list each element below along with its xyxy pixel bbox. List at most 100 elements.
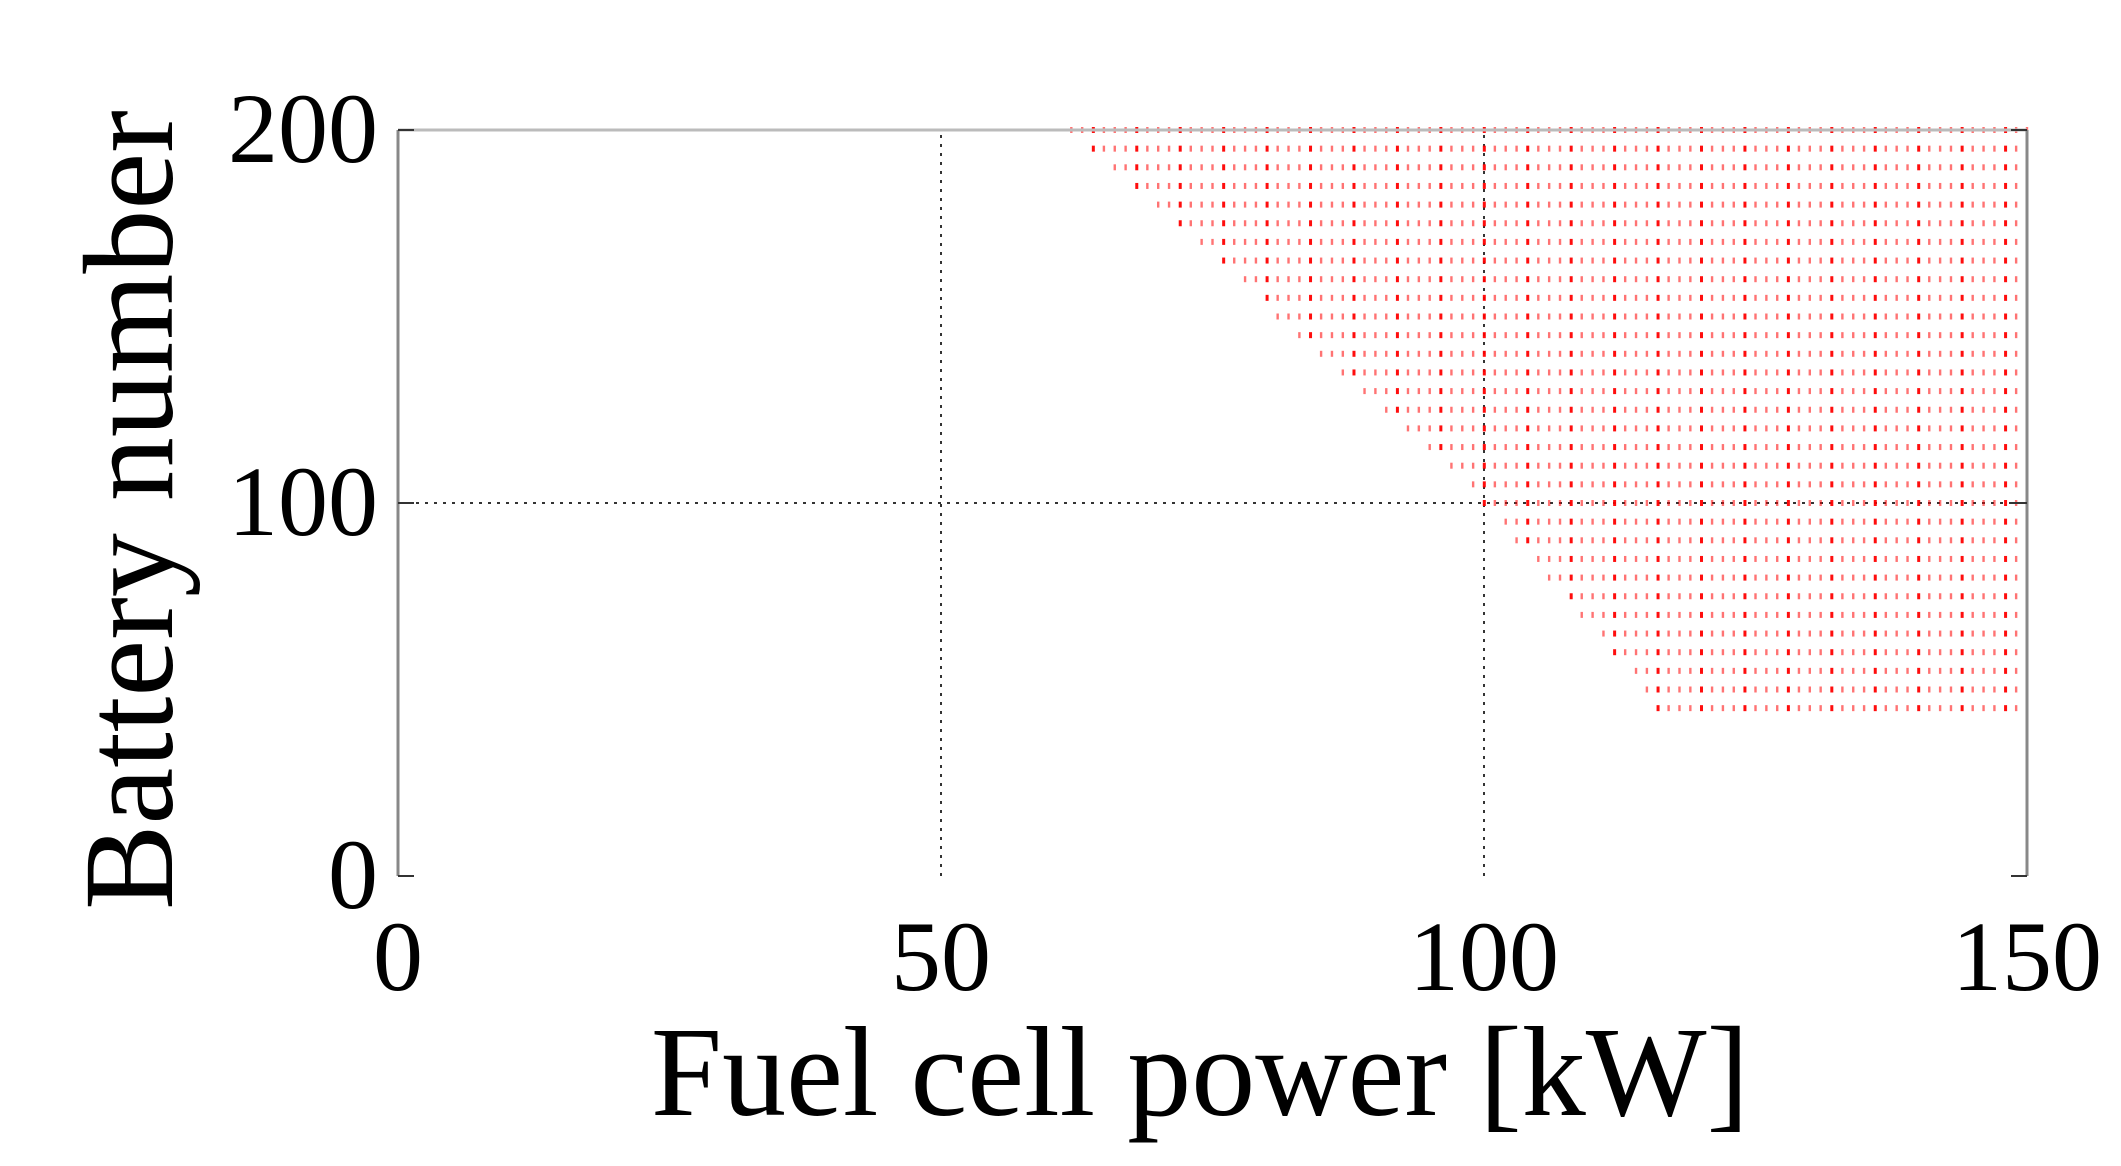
data-point: [1710, 201, 1714, 208]
data-point: [1558, 332, 1562, 339]
data-point: [1754, 201, 1757, 208]
data-point: [1482, 294, 1486, 301]
data-point: [1721, 630, 1725, 637]
data-point: [1786, 705, 1790, 712]
data-point: [1580, 238, 1583, 245]
data-point: [1287, 220, 1290, 227]
data-point: [1700, 705, 1703, 712]
data-point: [1656, 350, 1660, 357]
data-point: [1602, 313, 1605, 320]
data-point: [1776, 201, 1779, 208]
data-point: [1591, 500, 1594, 506]
data-point: [1982, 593, 1985, 600]
data-point: [1515, 537, 1518, 544]
data-point: [1667, 145, 1670, 152]
data-point: [1569, 593, 1573, 600]
data-point: [1808, 332, 1811, 339]
data-point: [1938, 667, 1942, 674]
data-point: [1623, 518, 1627, 525]
data-point: [1634, 425, 1638, 432]
data-point: [1765, 593, 1768, 600]
data-point: [1417, 276, 1421, 283]
data-point: [1645, 406, 1649, 413]
data-point: [1450, 444, 1453, 451]
data-point: [1797, 649, 1801, 656]
data-point: [1960, 574, 1964, 581]
data-point: [1808, 630, 1811, 637]
data-point: [1580, 425, 1583, 432]
data-point: [1645, 220, 1649, 227]
data-point: [1526, 406, 1530, 413]
data-point: [1178, 145, 1182, 152]
data-point: [1732, 313, 1735, 320]
data-point: [1949, 276, 1953, 283]
data-point: [1732, 667, 1735, 674]
data-point: [1113, 145, 1116, 152]
data-point: [1569, 481, 1573, 488]
data-point: [1287, 313, 1290, 320]
data-point: [1732, 444, 1735, 451]
data-point: [1960, 593, 1964, 600]
data-point: [1808, 649, 1811, 656]
data-point: [1721, 462, 1725, 469]
data-point: [1689, 593, 1692, 600]
data-point: [1949, 294, 1953, 301]
x-tick-label: 100: [1409, 901, 1559, 1012]
data-point: [1450, 313, 1453, 320]
data-point: [1819, 294, 1822, 301]
data-point: [1515, 182, 1518, 189]
data-point: [1276, 313, 1279, 320]
data-point: [1754, 500, 1757, 506]
data-point: [1841, 220, 1844, 227]
data-point: [1656, 388, 1660, 395]
data-point: [1613, 182, 1617, 189]
data-point: [1471, 388, 1475, 395]
data-point: [1906, 350, 1909, 357]
data-point: [1471, 425, 1475, 432]
data-point: [1949, 574, 1953, 581]
data-point: [1938, 444, 1942, 451]
data-point: [1439, 425, 1443, 432]
data-point: [1385, 164, 1388, 171]
data-point: [1819, 500, 1822, 506]
data-point: [1862, 649, 1866, 656]
data-point: [1949, 667, 1953, 674]
data-point: [1558, 444, 1562, 451]
data-point: [1808, 555, 1811, 562]
data-point: [1526, 276, 1530, 283]
data-point: [1776, 555, 1779, 562]
data-point: [1776, 182, 1779, 189]
data-point: [1700, 667, 1703, 674]
data-point: [1852, 332, 1855, 339]
data-point: [1982, 220, 1985, 227]
data-point: [1482, 388, 1486, 395]
data-point: [2014, 201, 2018, 208]
data-point: [1515, 294, 1518, 301]
data-point: [1558, 518, 1562, 525]
data-point: [1830, 462, 1834, 469]
data-point: [1765, 444, 1768, 451]
data-point: [1786, 294, 1790, 301]
data-point: [1710, 276, 1714, 283]
data-point: [1797, 350, 1801, 357]
data-point: [1602, 555, 1605, 562]
data-point: [1656, 649, 1660, 656]
data-point: [1797, 462, 1801, 469]
data-point: [1200, 164, 1203, 171]
data-point: [1298, 182, 1301, 189]
data-point: [1852, 406, 1855, 413]
data-point: [1233, 201, 1236, 208]
data-point: [1938, 257, 1942, 264]
data-point: [1982, 425, 1985, 432]
data-point: [1743, 518, 1747, 525]
data-point: [1482, 500, 1486, 506]
data-point: [1873, 182, 1877, 189]
data-point: [1200, 201, 1203, 208]
data-point: [1754, 611, 1757, 618]
data-point: [1862, 164, 1866, 171]
data-point: [1873, 369, 1877, 376]
data-point: [1547, 182, 1551, 189]
data-point: [1547, 276, 1551, 283]
data-point: [1450, 145, 1453, 152]
data-point: [1884, 686, 1888, 693]
